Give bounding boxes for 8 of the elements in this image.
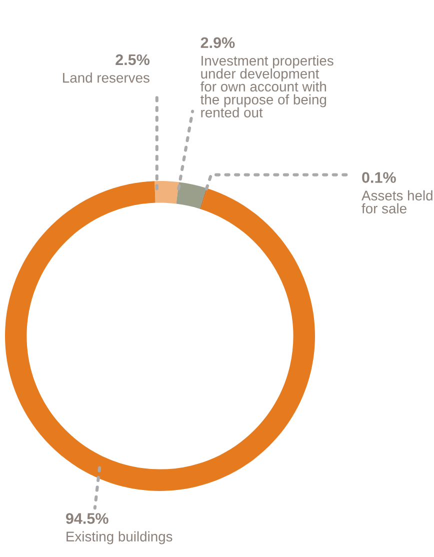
data-label: 2.5%	[116, 54, 150, 66]
slice-label: Investment properties under development for own account with the prupose of being rented out	[200, 55, 334, 118]
data-label: 94.5%	[66, 513, 108, 524]
data-label: 2.9%	[200, 37, 235, 48]
slice-label: Existing buildings	[66, 531, 172, 544]
data-label: 0.1%	[362, 172, 396, 183]
slice-label: Assets held for sale	[362, 190, 432, 214]
slice-label: Land reserves	[63, 72, 150, 83]
